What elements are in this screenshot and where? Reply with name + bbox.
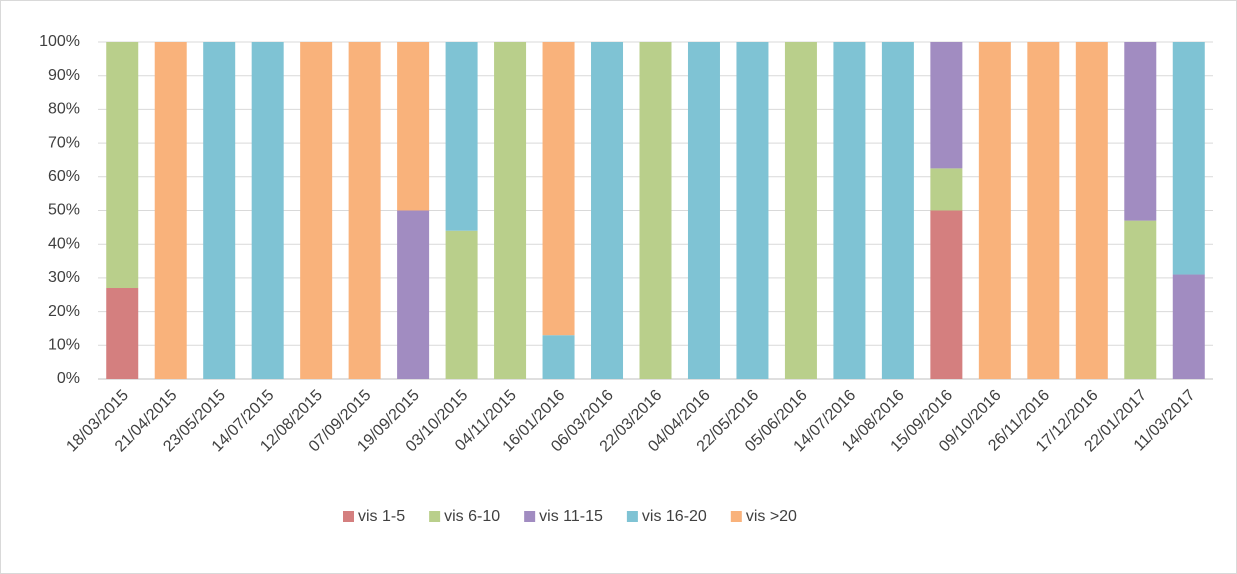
bar-segment — [978, 42, 1011, 379]
bar-segment — [1172, 42, 1205, 275]
bar-segment — [881, 42, 914, 379]
y-tick-label: 60% — [48, 168, 80, 185]
bar-segment — [494, 42, 527, 379]
legend-swatch — [730, 511, 742, 522]
bar-segment — [251, 42, 284, 379]
bar-segment — [203, 42, 236, 379]
y-tick-label: 100% — [39, 33, 80, 50]
legend-label: vis 11-15 — [539, 508, 603, 525]
bar-segment — [1075, 42, 1108, 379]
bar-segment — [397, 42, 430, 211]
bar-segment — [106, 42, 139, 289]
y-tick-label: 30% — [48, 269, 80, 286]
bar-segment — [736, 42, 769, 379]
y-tick-label: 80% — [48, 101, 80, 118]
bar-segment — [833, 42, 866, 379]
bar-segment — [397, 210, 430, 379]
bar-segment — [106, 288, 139, 379]
bar-segment — [154, 42, 187, 379]
bar-segment — [445, 42, 478, 231]
bar-segment — [1124, 42, 1157, 221]
bar-segment — [639, 42, 672, 379]
y-tick-label: 10% — [48, 337, 80, 354]
legend-swatch — [343, 511, 354, 522]
legend-swatch — [626, 511, 638, 522]
bar-segment — [1172, 274, 1205, 379]
bar-segment — [445, 230, 478, 379]
y-tick-label: 50% — [48, 202, 80, 219]
legend-label: vis 6-10 — [444, 508, 500, 525]
bar-segment — [930, 42, 963, 169]
bar-segment — [930, 168, 963, 211]
y-tick-label: 20% — [48, 303, 80, 320]
y-tick-label: 40% — [48, 235, 80, 252]
bar-segment — [1124, 220, 1157, 379]
y-tick-label: 0% — [57, 370, 80, 387]
y-tick-label: 70% — [48, 134, 80, 151]
bar-segment — [784, 42, 817, 379]
legend-label: vis >20 — [746, 508, 797, 525]
bar-segment — [930, 210, 963, 379]
bar-segment — [542, 335, 575, 379]
bar-segment — [687, 42, 720, 379]
bar-segment — [542, 42, 575, 336]
legend-swatch — [429, 511, 441, 522]
bar-segment — [1027, 42, 1060, 379]
bar-segment — [348, 42, 381, 379]
legend-swatch — [524, 511, 536, 522]
legend-label: vis 16-20 — [642, 508, 707, 525]
bar-segment — [300, 42, 333, 379]
legend-label: vis 1-5 — [358, 508, 405, 525]
bar-segment — [591, 42, 624, 379]
y-tick-label: 90% — [48, 67, 80, 84]
